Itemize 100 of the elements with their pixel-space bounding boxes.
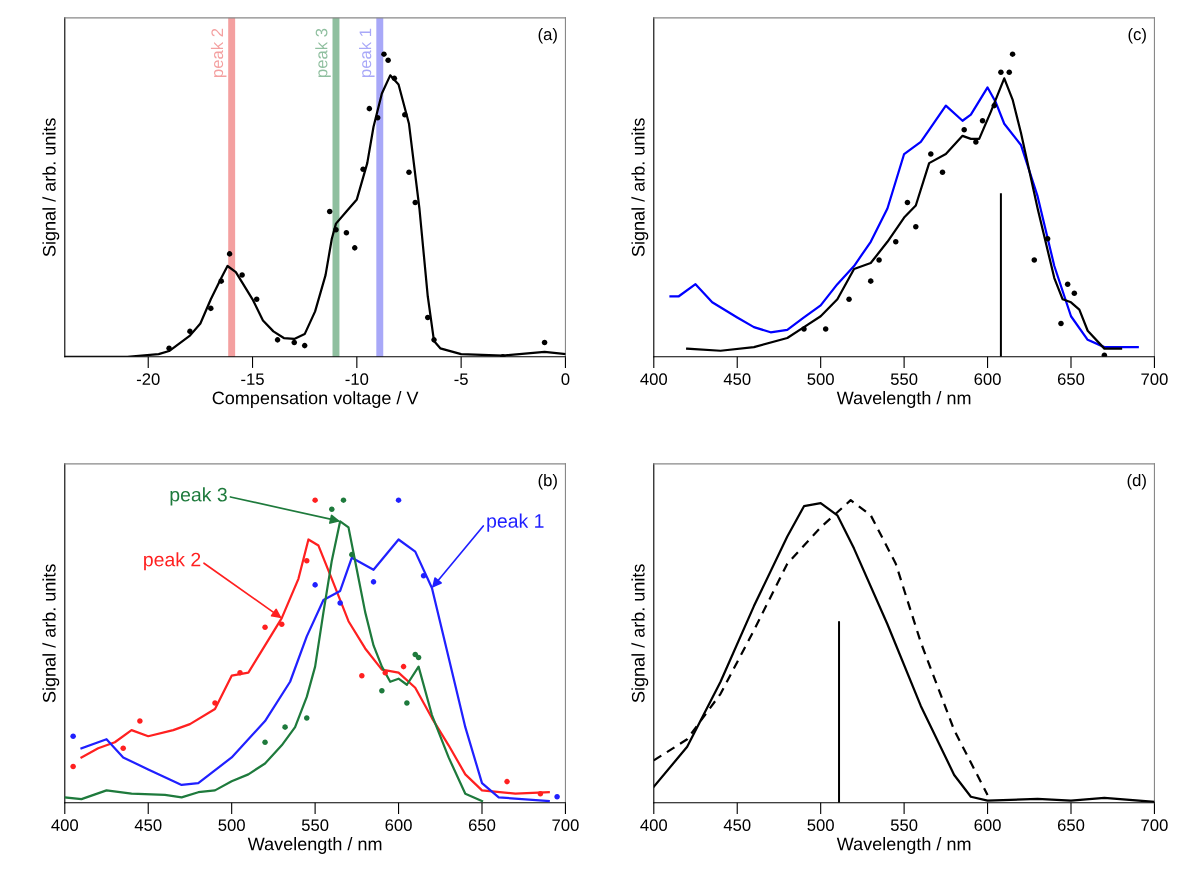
point — [212, 700, 218, 706]
point — [412, 199, 419, 206]
point — [312, 497, 318, 503]
point — [913, 223, 919, 230]
text: (c) — [1128, 28, 1146, 44]
x-tick-label: 650 — [1057, 819, 1085, 832]
x-tick-label: 600 — [974, 373, 1001, 386]
point — [991, 102, 998, 109]
point — [537, 790, 544, 797]
point — [291, 339, 298, 346]
point — [928, 151, 934, 157]
annotation: peak 1 — [487, 513, 544, 532]
point — [262, 739, 268, 746]
point — [329, 506, 335, 513]
text: (d) — [1127, 474, 1146, 490]
point — [554, 793, 560, 800]
ref-line-label: peak 3 — [315, 28, 331, 77]
point — [391, 75, 398, 82]
x-tick-label: -10 — [345, 373, 369, 386]
x-tick-label: 550 — [301, 819, 329, 832]
point — [381, 51, 387, 57]
point — [262, 624, 268, 631]
point — [541, 339, 548, 346]
x-tick-label: 450 — [723, 819, 751, 832]
point — [278, 621, 285, 628]
x-tick-label: 0 — [561, 373, 570, 386]
y-axis-title: Signal / arb. units — [631, 118, 649, 257]
annotation: peak 2 — [144, 552, 201, 571]
point — [282, 724, 288, 730]
ref-line-label: peak 1 — [359, 28, 375, 77]
point — [326, 208, 333, 215]
x-tick-label: 400 — [640, 373, 668, 386]
x-tick-label: 600 — [385, 819, 412, 832]
point — [431, 337, 437, 343]
point — [137, 718, 143, 724]
annotation: peak 3 — [170, 487, 227, 506]
x-axis-title: Wavelength / nm — [247, 837, 382, 854]
point — [253, 296, 260, 303]
point — [1064, 281, 1071, 287]
point — [1071, 290, 1078, 297]
y-axis-title: Signal / arb. units — [42, 118, 60, 257]
point — [892, 239, 899, 245]
point — [366, 105, 373, 112]
point — [504, 778, 510, 785]
x-tick-label: 700 — [1141, 373, 1168, 386]
point — [303, 715, 310, 721]
x-tick-label: 500 — [218, 819, 245, 832]
point — [374, 114, 381, 121]
x-tick-label: 550 — [890, 373, 918, 386]
point — [226, 251, 233, 257]
point — [359, 672, 365, 679]
point — [876, 257, 882, 263]
x-axis-title: Wavelength / nm — [836, 837, 971, 854]
point — [961, 127, 967, 133]
text: (a) — [538, 28, 557, 44]
x-tick-label: 450 — [723, 373, 751, 386]
point — [404, 700, 410, 706]
point — [166, 345, 172, 352]
point — [385, 57, 391, 63]
point — [402, 111, 408, 118]
point — [400, 663, 407, 670]
point — [424, 314, 431, 321]
text: (b) — [538, 474, 557, 490]
point — [351, 245, 358, 251]
point — [420, 573, 427, 579]
x-tick-label: 500 — [807, 373, 834, 386]
point — [1044, 235, 1051, 242]
point — [237, 669, 243, 676]
point — [979, 117, 986, 124]
point — [337, 600, 343, 606]
x-tick-label: 500 — [807, 819, 834, 832]
point — [120, 745, 126, 752]
point — [340, 497, 347, 503]
point — [382, 669, 388, 676]
point — [333, 226, 339, 233]
point — [973, 139, 979, 145]
point — [1009, 51, 1016, 57]
point — [370, 579, 377, 585]
point — [343, 229, 350, 236]
point — [70, 763, 76, 770]
x-tick-label: 700 — [552, 819, 579, 832]
point — [998, 69, 1004, 76]
x-tick-label: 400 — [51, 819, 79, 832]
x-tick-label: -15 — [241, 373, 264, 386]
x-tick-label: 700 — [1141, 819, 1168, 832]
x-tick-label: 650 — [1057, 373, 1085, 386]
point — [239, 272, 245, 278]
x-tick-label: 400 — [640, 819, 668, 832]
y-axis-title: Signal / arb. units — [631, 564, 649, 703]
x-tick-label: 550 — [890, 819, 918, 832]
y-axis-title: Signal / arb. units — [42, 564, 60, 703]
point — [70, 733, 76, 739]
point — [846, 296, 852, 303]
point — [274, 337, 281, 343]
x-tick-label: 450 — [134, 819, 162, 832]
point — [406, 169, 412, 175]
point — [360, 166, 366, 172]
point — [801, 326, 807, 332]
point — [301, 342, 308, 349]
x-tick-label: -5 — [454, 373, 468, 386]
